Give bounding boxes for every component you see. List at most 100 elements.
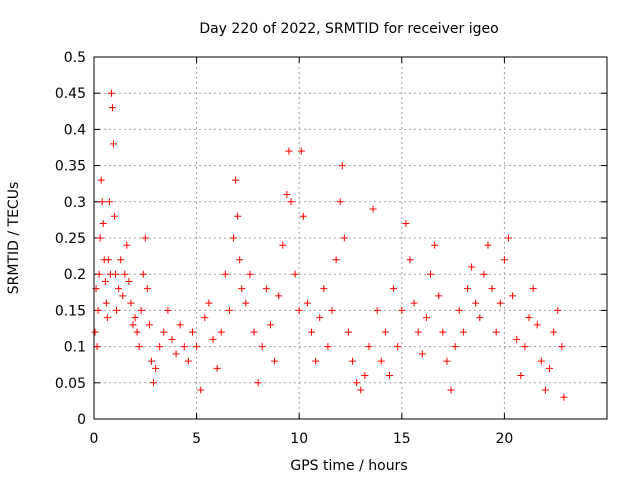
y-tick-label: 0.3 bbox=[64, 195, 86, 211]
data-point bbox=[533, 321, 541, 329]
x-tick-label: 15 bbox=[393, 431, 411, 447]
data-point bbox=[560, 393, 568, 401]
data-point bbox=[131, 314, 139, 322]
data-point bbox=[102, 299, 110, 307]
data-point bbox=[377, 357, 385, 365]
data-point bbox=[451, 343, 459, 351]
data-point bbox=[291, 270, 299, 278]
x-tick-label: 0 bbox=[90, 431, 99, 447]
data-point bbox=[117, 256, 125, 264]
data-point bbox=[418, 350, 426, 358]
data-point bbox=[254, 379, 262, 387]
data-point bbox=[390, 285, 398, 293]
y-tick-labels: 0 0.05 0.1 0.15 0.2 0.25 0.3 0.35 0.4 0.45 0.5 bbox=[55, 50, 86, 428]
y-tick-label: 0.5 bbox=[64, 50, 86, 66]
data-point bbox=[410, 299, 418, 307]
x-tick-label: 20 bbox=[495, 431, 513, 447]
data-point bbox=[496, 299, 504, 307]
data-point bbox=[558, 343, 566, 351]
plot-frame bbox=[93, 56, 608, 420]
data-point bbox=[164, 306, 172, 314]
data-point bbox=[303, 299, 311, 307]
data-point bbox=[546, 364, 554, 372]
y-tick-label: 0.25 bbox=[55, 231, 86, 247]
data-point bbox=[232, 176, 240, 184]
data-point bbox=[143, 285, 151, 293]
data-point bbox=[176, 321, 184, 329]
data-point bbox=[225, 306, 233, 314]
data-point bbox=[463, 285, 471, 293]
data-point bbox=[349, 357, 357, 365]
data-point bbox=[435, 292, 443, 300]
data-point bbox=[99, 220, 107, 228]
data-point bbox=[394, 343, 402, 351]
data-point bbox=[505, 234, 513, 242]
data-point bbox=[246, 270, 254, 278]
data-point bbox=[188, 328, 196, 336]
data-point bbox=[127, 299, 135, 307]
data-point bbox=[492, 328, 500, 336]
data-point bbox=[234, 212, 242, 220]
data-point bbox=[336, 198, 344, 206]
data-point bbox=[113, 306, 121, 314]
data-point bbox=[96, 234, 104, 242]
data-point bbox=[217, 328, 225, 336]
data-point bbox=[476, 314, 484, 322]
data-point bbox=[316, 314, 324, 322]
data-point bbox=[312, 357, 320, 365]
data-point bbox=[385, 372, 393, 380]
data-point bbox=[137, 306, 145, 314]
data-point bbox=[129, 321, 137, 329]
data-point bbox=[98, 198, 106, 206]
data-point bbox=[353, 379, 361, 387]
data-point bbox=[242, 299, 250, 307]
data-point bbox=[168, 335, 176, 343]
y-tick-label: 0 bbox=[77, 412, 86, 428]
data-point bbox=[521, 343, 529, 351]
data-point bbox=[197, 386, 205, 394]
data-point bbox=[108, 104, 116, 112]
x-tick-label: 10 bbox=[290, 431, 308, 447]
data-point bbox=[271, 357, 279, 365]
y-tick-label: 0.2 bbox=[64, 267, 86, 283]
data-point bbox=[427, 270, 435, 278]
y-tick-label: 0.45 bbox=[55, 86, 86, 102]
data-point bbox=[193, 343, 201, 351]
data-point bbox=[135, 343, 143, 351]
data-point bbox=[369, 205, 377, 213]
data-point bbox=[279, 241, 287, 249]
data-point bbox=[152, 364, 160, 372]
data-point bbox=[308, 328, 316, 336]
data-point bbox=[513, 335, 521, 343]
data-point bbox=[236, 256, 244, 264]
data-point bbox=[320, 285, 328, 293]
data-point bbox=[180, 343, 188, 351]
data-point bbox=[340, 234, 348, 242]
data-point bbox=[402, 220, 410, 228]
y-tick-label: 0.35 bbox=[55, 159, 86, 175]
grid bbox=[94, 57, 607, 419]
data-point bbox=[121, 270, 129, 278]
data-point bbox=[447, 386, 455, 394]
data-point bbox=[324, 343, 332, 351]
data-point bbox=[414, 328, 422, 336]
data-point bbox=[468, 263, 476, 271]
data-point bbox=[381, 328, 389, 336]
data-point bbox=[205, 299, 213, 307]
data-point bbox=[125, 277, 133, 285]
data-point bbox=[250, 328, 258, 336]
data-point bbox=[105, 198, 113, 206]
data-point bbox=[262, 285, 270, 293]
data-point bbox=[172, 350, 180, 358]
data-point bbox=[529, 285, 537, 293]
data-point bbox=[287, 198, 295, 206]
data-point bbox=[95, 270, 103, 278]
data-point bbox=[93, 343, 101, 351]
data-point bbox=[484, 241, 492, 249]
data-point bbox=[517, 372, 525, 380]
data-point bbox=[104, 256, 112, 264]
data-point bbox=[299, 212, 307, 220]
data-point bbox=[91, 328, 99, 336]
data-point bbox=[109, 140, 117, 148]
